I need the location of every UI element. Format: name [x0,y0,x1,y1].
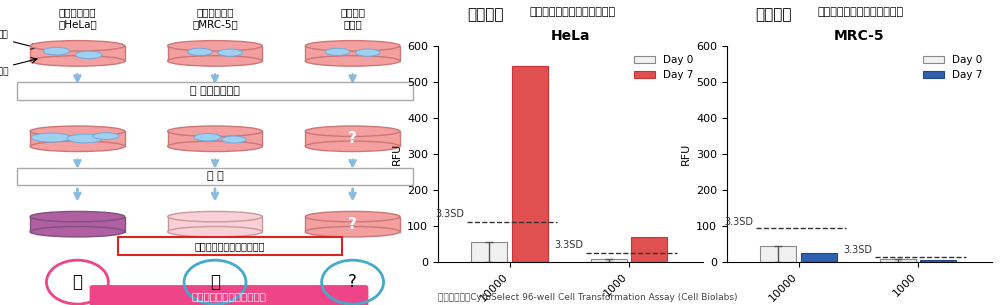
Text: ?: ? [348,273,357,291]
Text: （HeLa）: （HeLa） [58,20,97,30]
Ellipse shape [218,49,242,56]
Bar [801,253,837,262]
Text: 陰性対照: 陰性対照 [755,7,792,22]
FancyBboxPatch shape [168,217,262,232]
Ellipse shape [30,56,125,66]
Legend: Day 0, Day 7: Day 0, Day 7 [919,51,987,84]
Ellipse shape [168,41,262,51]
Text: 被験細胞: 被験細胞 [340,7,365,17]
Ellipse shape [188,48,212,56]
Ellipse shape [168,227,262,237]
Title: MRC-5: MRC-5 [834,29,885,43]
FancyBboxPatch shape [30,46,125,61]
Text: 陽性対照: 陽性対照 [467,7,504,22]
Text: ?: ? [348,131,357,146]
Ellipse shape [325,48,350,56]
Text: 3.3SD: 3.3SD [435,209,464,219]
Ellipse shape [30,141,125,152]
Y-axis label: RFU: RFU [392,143,402,165]
Bar [591,259,627,262]
Text: 有: 有 [72,273,82,291]
Ellipse shape [222,136,246,143]
Bar [631,237,667,262]
Ellipse shape [31,133,71,142]
FancyBboxPatch shape [30,217,125,232]
FancyBboxPatch shape [305,217,400,232]
FancyBboxPatch shape [168,131,262,146]
Text: （足場非依存性増殖能あり）: （足場非依存性増殖能あり） [530,7,616,17]
Ellipse shape [76,51,102,59]
Text: 陰性対照細胞: 陰性対照細胞 [196,7,234,17]
Ellipse shape [30,41,125,51]
FancyBboxPatch shape [30,131,125,146]
Ellipse shape [168,126,262,136]
Text: （？）: （？） [343,20,362,30]
Text: 無: 無 [210,273,220,291]
Ellipse shape [355,49,380,56]
Ellipse shape [30,227,125,237]
Ellipse shape [93,133,119,139]
Ellipse shape [30,211,125,222]
Text: 使用キット：CytoSelect 96-well Cell Transformation Assay (Cell Biolabs): 使用キット：CytoSelect 96-well Cell Transforma… [438,293,738,302]
Ellipse shape [305,41,400,51]
Text: 蛍光測定による細胞数定量: 蛍光測定による細胞数定量 [195,241,265,251]
Ellipse shape [168,141,262,152]
Ellipse shape [305,126,400,136]
Text: 細胞: 細胞 [0,30,9,40]
Bar [471,242,507,262]
Text: 寒天培地: 寒天培地 [0,67,9,76]
Bar [760,246,796,262]
Text: 3.3SD: 3.3SD [724,217,753,227]
Ellipse shape [67,134,103,143]
Ellipse shape [305,211,400,222]
Text: 陽性対照細胞: 陽性対照細胞 [59,7,96,17]
Ellipse shape [194,134,221,141]
FancyBboxPatch shape [168,46,262,61]
FancyBboxPatch shape [90,286,368,305]
Text: （足場非依存性増殖能なし）: （足場非依存性増殖能なし） [818,7,904,17]
Ellipse shape [305,141,400,152]
FancyBboxPatch shape [305,131,400,146]
FancyBboxPatch shape [17,82,413,100]
Bar [512,66,548,262]
Text: 3.3SD: 3.3SD [844,246,873,256]
Text: 足場非依存性増殖能の判定: 足場非依存性増殖能の判定 [191,291,266,301]
Ellipse shape [30,126,125,136]
Text: 3.3SD: 3.3SD [555,240,584,250]
FancyBboxPatch shape [305,46,400,61]
Ellipse shape [43,47,70,55]
Ellipse shape [305,56,400,66]
Ellipse shape [168,211,262,222]
Title: HeLa: HeLa [551,29,590,43]
Text: 処 理: 処 理 [207,171,223,181]
Text: （MRC-5）: （MRC-5） [192,20,238,30]
Bar [880,260,916,262]
Ellipse shape [305,227,400,237]
Bar [920,260,956,262]
Ellipse shape [168,56,262,66]
FancyBboxPatch shape [118,237,342,255]
Text: 培 養（１週間）: 培 養（１週間） [190,86,240,96]
Y-axis label: RFU: RFU [681,143,691,165]
Legend: Day 0, Day 7: Day 0, Day 7 [630,51,698,84]
Text: ?: ? [348,217,357,232]
FancyBboxPatch shape [17,168,413,185]
